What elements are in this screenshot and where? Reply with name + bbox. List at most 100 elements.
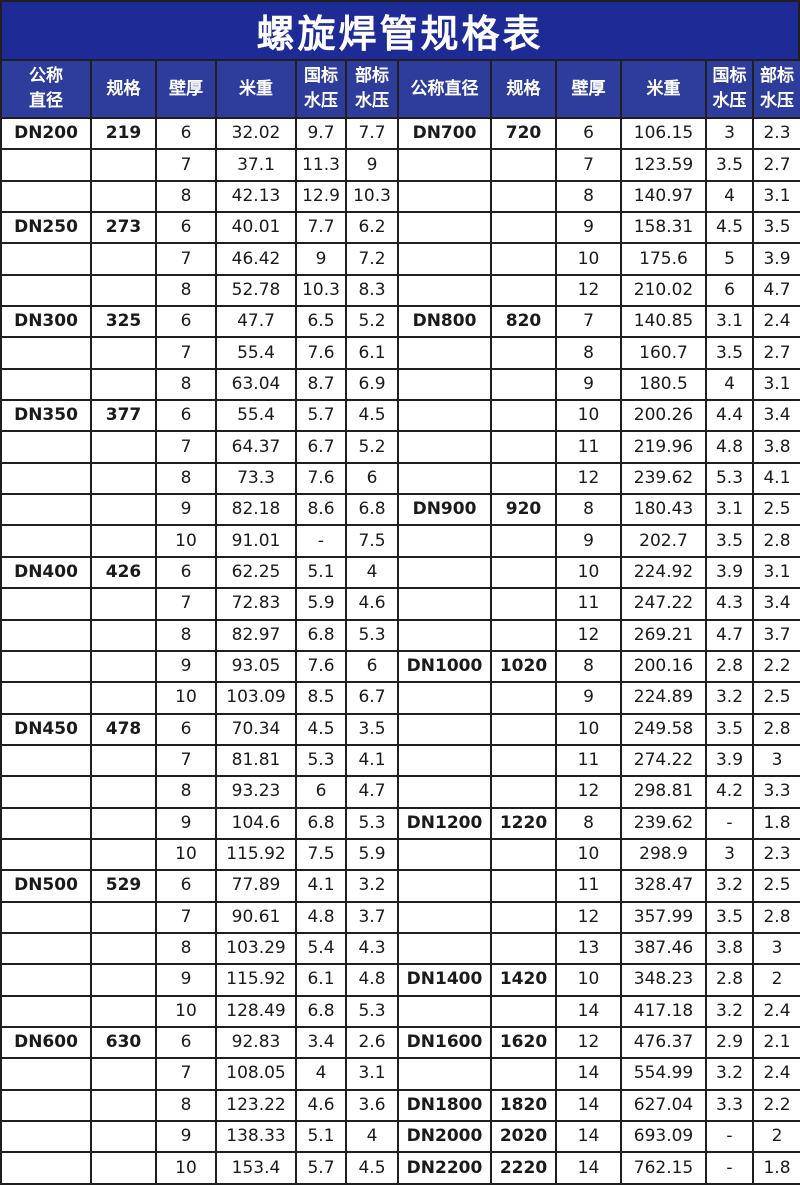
- table-cell: 3.2: [705, 681, 754, 715]
- table-cell: 3.3: [752, 775, 800, 809]
- table-cell-empty: [0, 681, 92, 715]
- table-cell: 5.1: [295, 1119, 347, 1154]
- table-cell: 7.6: [295, 461, 347, 496]
- table-cell: 6.8: [295, 994, 347, 1028]
- table-cell: 3: [705, 116, 754, 151]
- table-cell: 123.59: [620, 148, 707, 182]
- table-row: DN350 377 6 55.4 5.7 4.5 10 200.26 4.4 3.4: [0, 399, 800, 433]
- table-cell-empty: [0, 148, 92, 182]
- column-header: 部标 水压: [752, 59, 800, 119]
- table-cell: 9.7: [295, 116, 347, 151]
- table-cell-empty: [490, 931, 557, 966]
- table-cell: 104.6: [215, 806, 297, 840]
- table-cell: 8: [155, 618, 217, 652]
- table-cell: 8: [555, 179, 622, 214]
- table-cell: 8: [155, 461, 217, 496]
- column-header: 壁厚: [155, 59, 217, 119]
- table-cell: 6.1: [345, 336, 399, 370]
- table-cell: 14: [555, 1057, 622, 1091]
- table-row: 7 55.4 7.6 6.1 8 160.7 3.5 2.7: [0, 336, 800, 370]
- table-cell: DN800: [397, 305, 492, 339]
- table-cell: 219: [90, 116, 157, 151]
- table-cell: 8: [155, 179, 217, 214]
- table-row: 10 103.09 8.5 6.7 9 224.89 3.2 2.5: [0, 681, 800, 715]
- table-cell: 9: [155, 806, 217, 840]
- table-cell-empty: [490, 367, 557, 402]
- table-cell-empty: [490, 587, 557, 621]
- table-cell: 4.3: [345, 931, 399, 966]
- table-cell: 2.4: [752, 994, 800, 1028]
- table-cell-empty: [90, 837, 157, 872]
- table-cell-empty: [490, 900, 557, 934]
- table-cell: 14: [555, 1119, 622, 1154]
- table-cell: 820: [490, 305, 557, 339]
- table-cell: 52.78: [215, 273, 297, 308]
- table-cell: 6: [155, 116, 217, 151]
- table-cell: DN1000: [397, 649, 492, 684]
- table-cell: 8: [155, 931, 217, 966]
- table-cell: 73.3: [215, 461, 297, 496]
- table-cell: 4.1: [345, 743, 399, 778]
- table-row: 7 72.83 5.9 4.6 11 247.22 4.3 3.4: [0, 587, 800, 621]
- table-cell: 274.22: [620, 743, 707, 778]
- table-cell: 128.49: [215, 994, 297, 1028]
- table-cell: 1.8: [752, 806, 800, 840]
- table-cell: 2.8: [752, 900, 800, 934]
- table-cell: 64.37: [215, 430, 297, 464]
- table-cell: 8.3: [345, 273, 399, 308]
- table-cell-empty: [490, 148, 557, 182]
- table-cell: 239.62: [620, 806, 707, 840]
- table-cell: DN1400: [397, 963, 492, 997]
- table-cell: 6: [155, 712, 217, 746]
- table-cell: 4.6: [345, 587, 399, 621]
- table-cell: 90.61: [215, 900, 297, 934]
- table-cell-empty: [490, 461, 557, 496]
- table-cell: 2.4: [752, 1057, 800, 1091]
- table-cell: 55.4: [215, 399, 297, 433]
- table-cell-empty: [90, 273, 157, 308]
- table-cell-empty: [397, 179, 492, 214]
- table-row: 8 52.78 10.3 8.3 12 210.02 6 4.7: [0, 273, 800, 308]
- table-cell: 12: [555, 900, 622, 934]
- table-cell-empty: [90, 148, 157, 182]
- table-cell: 3.5: [705, 148, 754, 182]
- table-cell: DN2000: [397, 1119, 492, 1154]
- table-cell: 10: [555, 712, 622, 746]
- table-cell: 2.1: [752, 1025, 800, 1060]
- table-cell: 3.5: [705, 900, 754, 934]
- table-cell: DN250: [0, 211, 92, 245]
- table-cell: DN450: [0, 712, 92, 746]
- table-cell: 7: [155, 148, 217, 182]
- table-cell-empty: [90, 994, 157, 1028]
- table-cell: 4: [345, 555, 399, 590]
- table-cell: 224.92: [620, 555, 707, 590]
- table-cell-empty: [490, 618, 557, 652]
- table-cell: 158.31: [620, 211, 707, 245]
- table-cell: 3.1: [752, 367, 800, 402]
- table-cell: 357.99: [620, 900, 707, 934]
- table-row: 8 82.97 6.8 5.3 12 269.21 4.7 3.7: [0, 618, 800, 652]
- column-header: 米重: [620, 59, 707, 119]
- table-row: DN400 426 6 62.25 5.1 4 10 224.92 3.9 3.1: [0, 555, 800, 590]
- table-cell: 4: [705, 367, 754, 402]
- table-cell: 4: [345, 1119, 399, 1154]
- table-row: 8 93.23 6 4.7 12 298.81 4.2 3.3: [0, 775, 800, 809]
- table-cell: 2020: [490, 1119, 557, 1154]
- table-cell: 11: [555, 743, 622, 778]
- table-cell: 46.42: [215, 242, 297, 276]
- table-cell-empty: [397, 931, 492, 966]
- table-cell-empty: [90, 1057, 157, 1091]
- table-cell: 4.3: [705, 587, 754, 621]
- table-row: DN450 478 6 70.34 4.5 3.5 10 249.58 3.5 2.8: [0, 712, 800, 746]
- table-cell: 7.6: [295, 649, 347, 684]
- table-cell: 3.1: [705, 493, 754, 527]
- table-cell: 8: [155, 367, 217, 402]
- table-cell: 4.1: [295, 869, 347, 903]
- table-cell-empty: [397, 555, 492, 590]
- table-cell-empty: [0, 273, 92, 308]
- table-cell-empty: [90, 649, 157, 684]
- table-cell: 7.2: [345, 242, 399, 276]
- table-cell-empty: [0, 775, 92, 809]
- table-cell: 3.2: [345, 869, 399, 903]
